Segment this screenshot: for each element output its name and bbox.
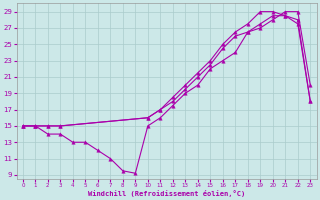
X-axis label: Windchill (Refroidissement éolien,°C): Windchill (Refroidissement éolien,°C) bbox=[88, 190, 245, 197]
